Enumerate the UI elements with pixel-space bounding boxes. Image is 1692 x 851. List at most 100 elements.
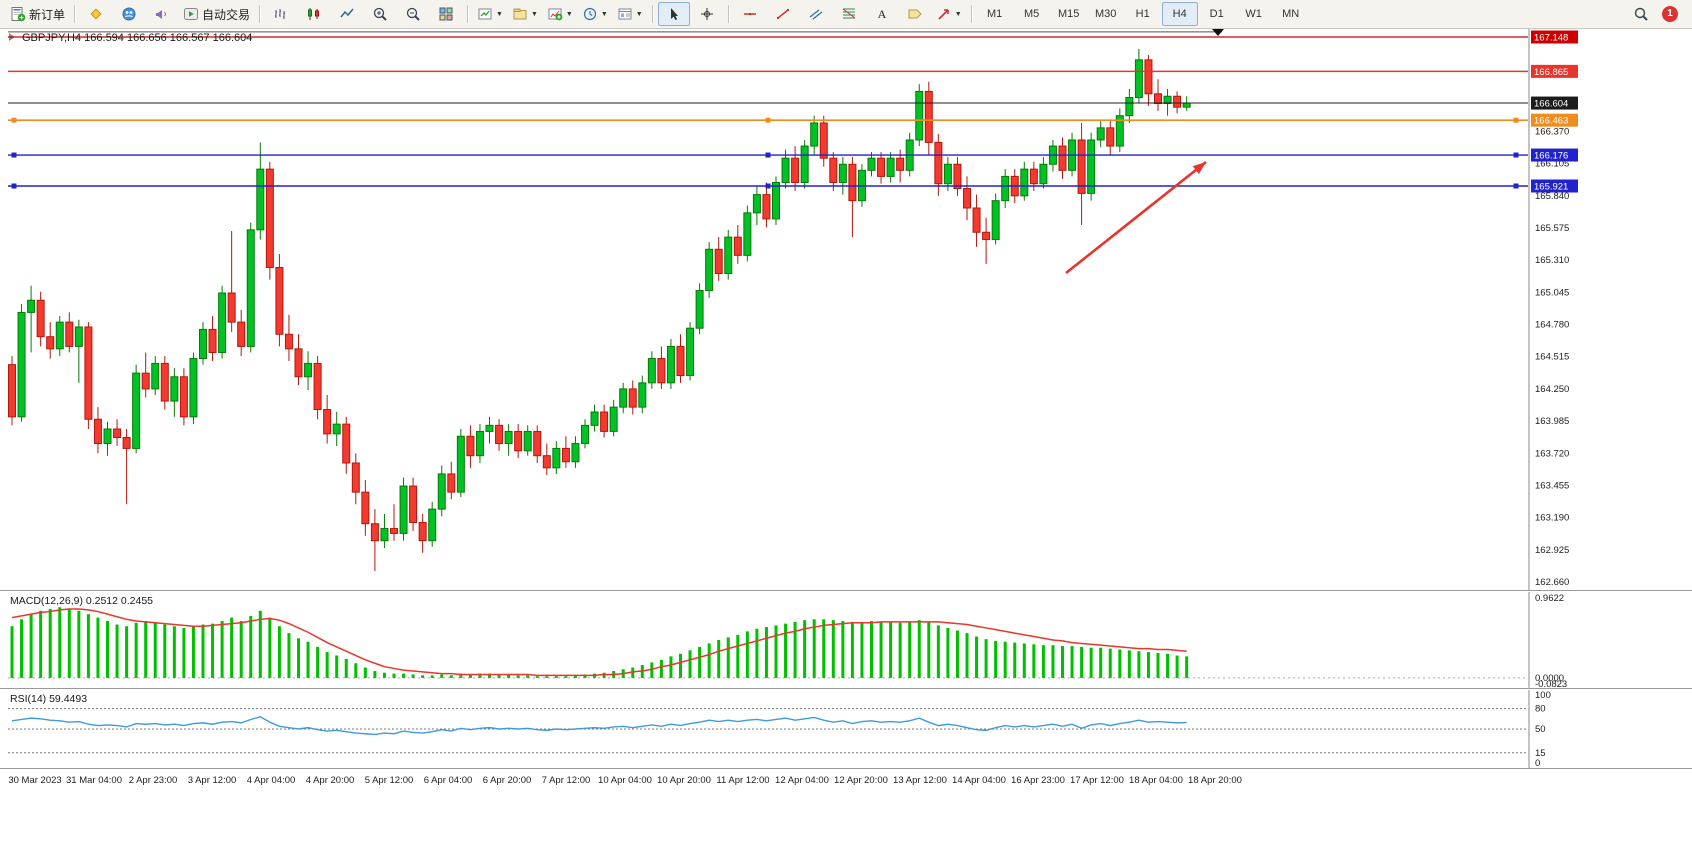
timeframe-w1-button[interactable]: W1 bbox=[1245, 8, 1262, 20]
line-handle[interactable] bbox=[11, 117, 17, 123]
trendline-tool-button[interactable] bbox=[767, 2, 799, 26]
price-line-labels: 167.148 166.865 166.604 166.463 166.176 165.9… bbox=[1531, 30, 1578, 193]
new-order-button[interactable]: 新订单 bbox=[6, 2, 69, 26]
line-handle[interactable] bbox=[1513, 183, 1519, 189]
new-order-icon bbox=[11, 7, 26, 22]
svg-text:10 Apr 04:00: 10 Apr 04:00 bbox=[598, 775, 652, 786]
line-handle[interactable] bbox=[1513, 152, 1519, 158]
line-handle[interactable] bbox=[765, 152, 771, 158]
market-button[interactable] bbox=[80, 2, 112, 26]
search-icon bbox=[1634, 7, 1648, 21]
indicators-icon bbox=[548, 8, 563, 21]
fibonacci-tool-button[interactable] bbox=[833, 2, 865, 26]
new-chart-button[interactable]: ▼ bbox=[473, 2, 507, 26]
svg-text:18 Apr 04:00: 18 Apr 04:00 bbox=[1129, 775, 1183, 786]
macd-signal-line bbox=[11, 608, 1187, 677]
community-button[interactable] bbox=[113, 2, 145, 26]
toolbar-separator bbox=[651, 5, 653, 23]
trendline-tool-icon bbox=[776, 9, 789, 19]
svg-text:16 Apr 23:00: 16 Apr 23:00 bbox=[1011, 775, 1065, 786]
autotrading-button[interactable]: 自动交易 bbox=[179, 2, 254, 26]
svg-text:163.455: 163.455 bbox=[1535, 480, 1569, 491]
timeframe-m5-button[interactable]: M5 bbox=[1024, 8, 1040, 20]
templates-button[interactable]: ▼ bbox=[613, 2, 647, 26]
rsi-line bbox=[11, 716, 1187, 736]
chart-line-button[interactable] bbox=[331, 2, 363, 26]
svg-text:7 Apr 12:00: 7 Apr 12:00 bbox=[542, 775, 591, 786]
crosshair-button[interactable] bbox=[691, 2, 723, 26]
alerts-icon bbox=[156, 10, 167, 19]
chart-candles-icon bbox=[308, 8, 320, 20]
svg-text:166.370: 166.370 bbox=[1535, 126, 1569, 137]
timeframe-h1-button[interactable]: H1 bbox=[1135, 8, 1150, 20]
chevron-down-icon: ▼ bbox=[600, 10, 608, 18]
timeframe-h4-button[interactable]: H4 bbox=[1161, 2, 1198, 26]
new-order-label: 新订单 bbox=[29, 7, 66, 22]
line-handle[interactable] bbox=[765, 183, 771, 189]
line-handle[interactable] bbox=[11, 152, 17, 158]
svg-text:0.0000: 0.0000 bbox=[1535, 673, 1564, 684]
zoom-in-button[interactable] bbox=[364, 2, 396, 26]
toolbar-separator bbox=[970, 5, 972, 23]
chart-line-icon bbox=[340, 8, 354, 18]
channel-tool-button[interactable] bbox=[800, 2, 832, 26]
cursor-button[interactable] bbox=[657, 2, 690, 26]
new-chart-icon bbox=[478, 8, 492, 20]
timeframe-m30-button[interactable]: M30 bbox=[1094, 8, 1117, 20]
tile-windows-button[interactable] bbox=[430, 2, 462, 26]
chevron-down-icon: ▼ bbox=[530, 10, 538, 18]
text-tool-button[interactable]: A bbox=[866, 2, 898, 26]
svg-text:11 Apr 12:00: 11 Apr 12:00 bbox=[716, 775, 769, 786]
rsi-indicator-label: RSI(14) 59.4493 bbox=[10, 693, 88, 705]
arrows-tool-button[interactable]: ▼ bbox=[932, 2, 966, 26]
periods-icon bbox=[583, 7, 596, 21]
periods-button[interactable]: ▼ bbox=[578, 2, 612, 26]
svg-text:162.925: 162.925 bbox=[1535, 545, 1569, 556]
timeframe-m1-button[interactable]: M1 bbox=[987, 8, 1003, 20]
timeframe-d1-button[interactable]: D1 bbox=[1209, 8, 1224, 20]
svg-text:2 Apr 23:00: 2 Apr 23:00 bbox=[129, 775, 178, 786]
trend-arrow-annotation[interactable] bbox=[1065, 160, 1207, 275]
svg-text:80: 80 bbox=[1535, 704, 1546, 715]
line-handle[interactable] bbox=[765, 117, 771, 123]
chart-candles-button[interactable] bbox=[298, 2, 330, 26]
svg-text:-0.0823: -0.0823 bbox=[1535, 679, 1567, 690]
svg-text:4 Apr 04:00: 4 Apr 04:00 bbox=[247, 775, 296, 786]
search-button[interactable] bbox=[1625, 2, 1657, 26]
community-icon bbox=[122, 7, 136, 21]
arrows-tool-icon bbox=[938, 9, 949, 20]
hline-tool-button[interactable] bbox=[734, 2, 766, 26]
timeframe-m15-button[interactable]: M15 bbox=[1057, 8, 1080, 20]
svg-text:165.310: 165.310 bbox=[1535, 255, 1569, 266]
zoom-out-button[interactable] bbox=[397, 2, 429, 26]
svg-text:4 Apr 20:00: 4 Apr 20:00 bbox=[306, 775, 355, 786]
chart-bars-button[interactable] bbox=[265, 2, 297, 26]
svg-text:6 Apr 04:00: 6 Apr 04:00 bbox=[424, 775, 473, 786]
chart-symbol-header: GBPJPY,H4 166.594 166.656 166.567 166.60… bbox=[22, 32, 253, 44]
candles-layer bbox=[8, 48, 1191, 572]
line-handle[interactable] bbox=[1513, 117, 1519, 123]
svg-text:167.148: 167.148 bbox=[1534, 33, 1568, 44]
indicators-button[interactable]: ▼ bbox=[543, 2, 577, 26]
svg-text:10 Apr 20:00: 10 Apr 20:00 bbox=[657, 775, 711, 786]
autoscroll-marker-icon[interactable] bbox=[1212, 29, 1224, 36]
label-tool-button[interactable] bbox=[899, 2, 931, 26]
svg-text:166.176: 166.176 bbox=[1534, 151, 1568, 162]
macd-indicator-label: MACD(12,26,9) 0.2512 0.2455 bbox=[10, 595, 154, 607]
profiles-icon bbox=[513, 8, 527, 20]
line-handle[interactable] bbox=[11, 183, 17, 189]
cursor-icon bbox=[670, 8, 678, 20]
profiles-button[interactable]: ▼ bbox=[508, 2, 542, 26]
svg-text:164.515: 164.515 bbox=[1535, 352, 1569, 363]
svg-text:50: 50 bbox=[1535, 724, 1546, 735]
timeframe-mn-button[interactable]: MN bbox=[1282, 8, 1300, 20]
alerts-button[interactable] bbox=[146, 2, 178, 26]
svg-text:162.660: 162.660 bbox=[1535, 577, 1569, 588]
svg-text:164.250: 164.250 bbox=[1535, 384, 1569, 395]
notifications-badge[interactable]: 1 bbox=[1662, 6, 1678, 22]
svg-text:165.575: 165.575 bbox=[1535, 223, 1569, 234]
svg-text:164.780: 164.780 bbox=[1535, 320, 1569, 331]
chart-bars-icon bbox=[275, 9, 286, 19]
